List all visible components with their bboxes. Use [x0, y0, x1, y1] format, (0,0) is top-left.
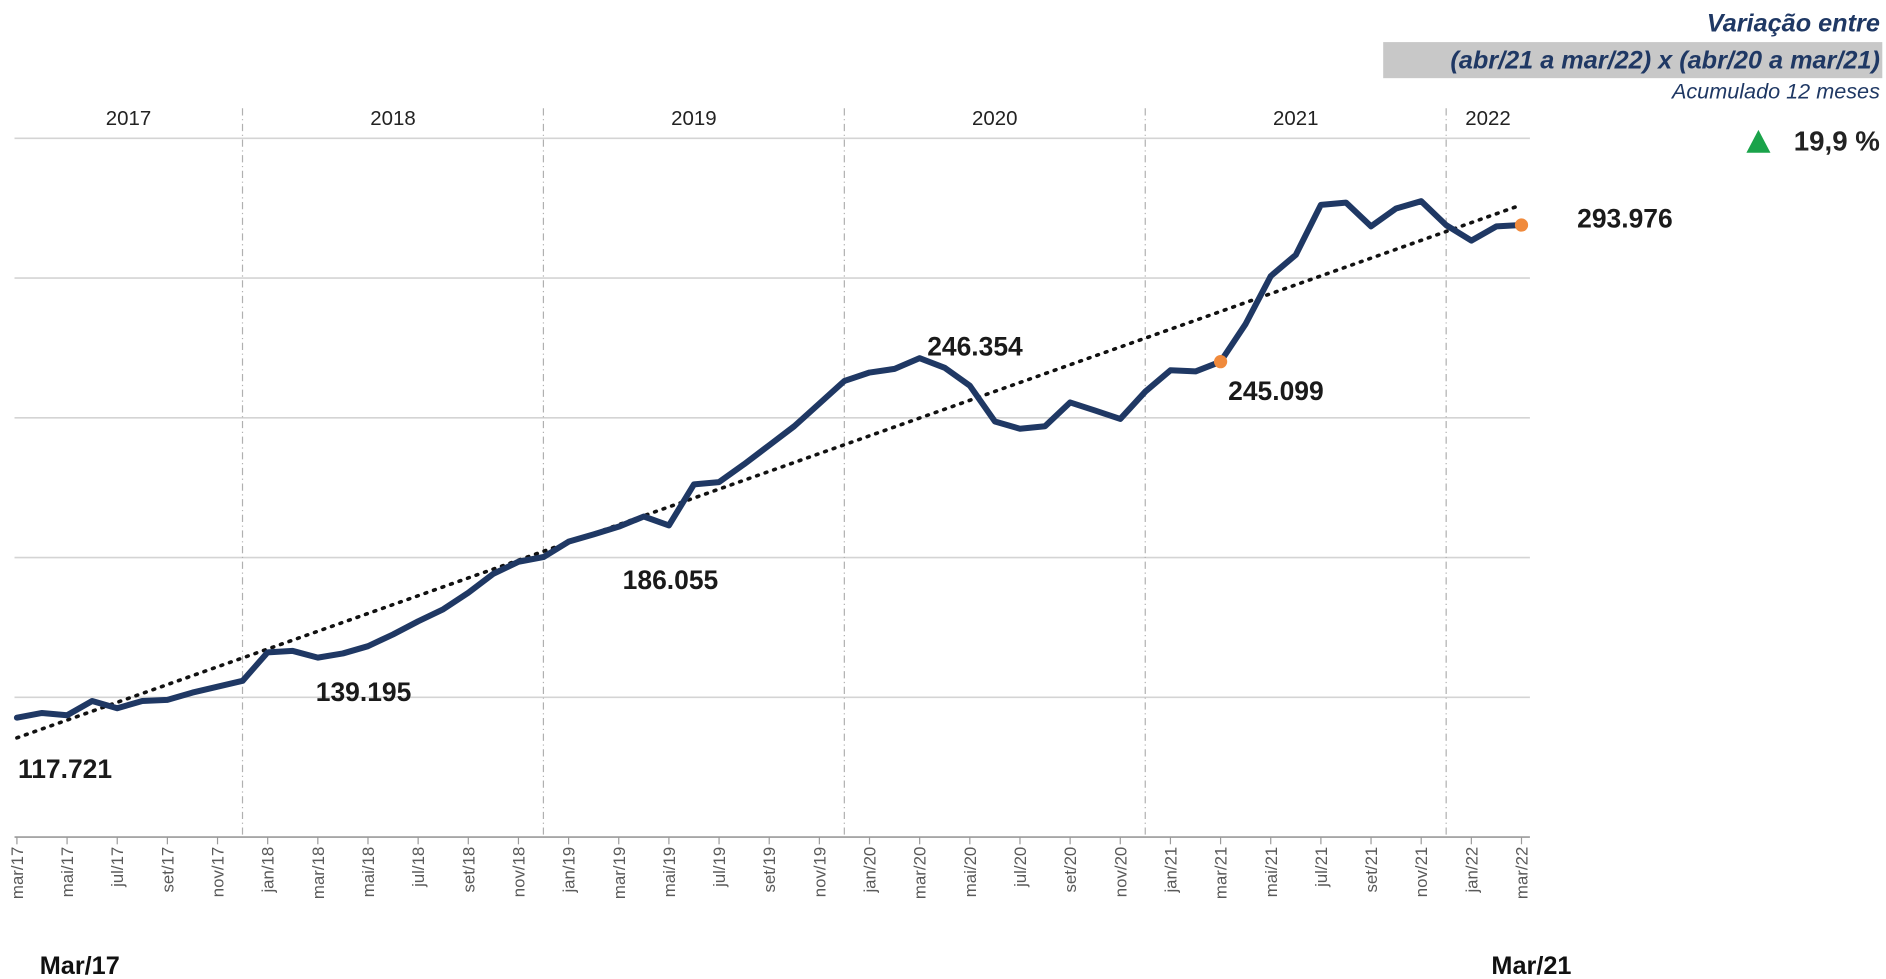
x-tick-label: set/18 — [459, 847, 478, 893]
x-tick-label: set/19 — [760, 847, 779, 893]
end-label: Mar/21 — [1491, 952, 1571, 979]
x-tick-label: mar/21 — [1212, 847, 1231, 899]
x-tick-label: mar/17 — [8, 847, 27, 899]
year-label: 2022 — [1465, 107, 1510, 130]
x-tick-label: jul/21 — [1312, 847, 1331, 888]
x-tick-label: mai/19 — [660, 847, 679, 898]
x-tick-label: jan/21 — [1161, 847, 1180, 894]
x-tick-label: nov/18 — [509, 847, 528, 898]
data-label: 245.099 — [1228, 376, 1324, 406]
x-tick-label: mar/20 — [911, 847, 930, 899]
header-subtitle: Acumulado 12 meses — [1670, 79, 1880, 104]
x-tick-label: mar/19 — [610, 847, 629, 899]
x-tick-label: mai/20 — [961, 847, 980, 898]
period-highlight — [1383, 42, 1883, 79]
x-tick-label: nov/20 — [1111, 847, 1130, 898]
x-tick-label: jul/17 — [108, 847, 127, 888]
x-tick-label: jan/20 — [861, 847, 880, 894]
x-tick-label: jan/19 — [560, 847, 579, 894]
x-tick-label: nov/17 — [209, 847, 228, 898]
x-tick-label: nov/19 — [810, 847, 829, 898]
year-label: 2021 — [1273, 107, 1318, 130]
x-tick-label: set/20 — [1061, 847, 1080, 893]
x-tick-label: set/17 — [158, 847, 177, 893]
highlight-marker — [1213, 355, 1228, 369]
data-label: 139.195 — [316, 677, 412, 707]
change-value: 19,9 % — [1794, 125, 1880, 156]
x-tick-label: nov/21 — [1412, 847, 1431, 898]
start-label: Mar/17 — [40, 952, 120, 979]
data-line — [13, 198, 1525, 721]
x-tick-label: jan/22 — [1462, 847, 1481, 894]
year-label: 2019 — [671, 107, 716, 130]
up-arrow — [1746, 129, 1771, 153]
header-period: (abr/21 a mar/22) x (abr/20 a mar/21) — [1450, 47, 1879, 75]
x-tick-label: mar/22 — [1513, 847, 1532, 899]
x-tick-label: jan/18 — [259, 847, 278, 894]
data-label: 117.721 — [18, 754, 112, 784]
x-tick-label: set/21 — [1362, 847, 1381, 893]
x-tick-label: jul/20 — [1011, 847, 1030, 888]
x-tick-label: mai/17 — [58, 847, 77, 898]
year-label: 2017 — [106, 107, 151, 130]
x-tick-label: jul/18 — [409, 847, 428, 888]
data-label: 246.354 — [927, 332, 1023, 362]
year-label: 2018 — [370, 107, 415, 130]
data-label: 186.055 — [623, 565, 719, 595]
year-label: 2020 — [972, 107, 1017, 130]
x-tick-label: jul/19 — [710, 847, 729, 888]
x-tick-label: mar/18 — [309, 847, 328, 899]
x-tick-label: mai/21 — [1262, 847, 1281, 898]
highlight-marker — [1514, 218, 1529, 232]
data-label: 293.976 — [1577, 203, 1673, 233]
x-tick-label: mai/18 — [359, 847, 378, 898]
header-title: Variação entre — [1707, 9, 1880, 37]
